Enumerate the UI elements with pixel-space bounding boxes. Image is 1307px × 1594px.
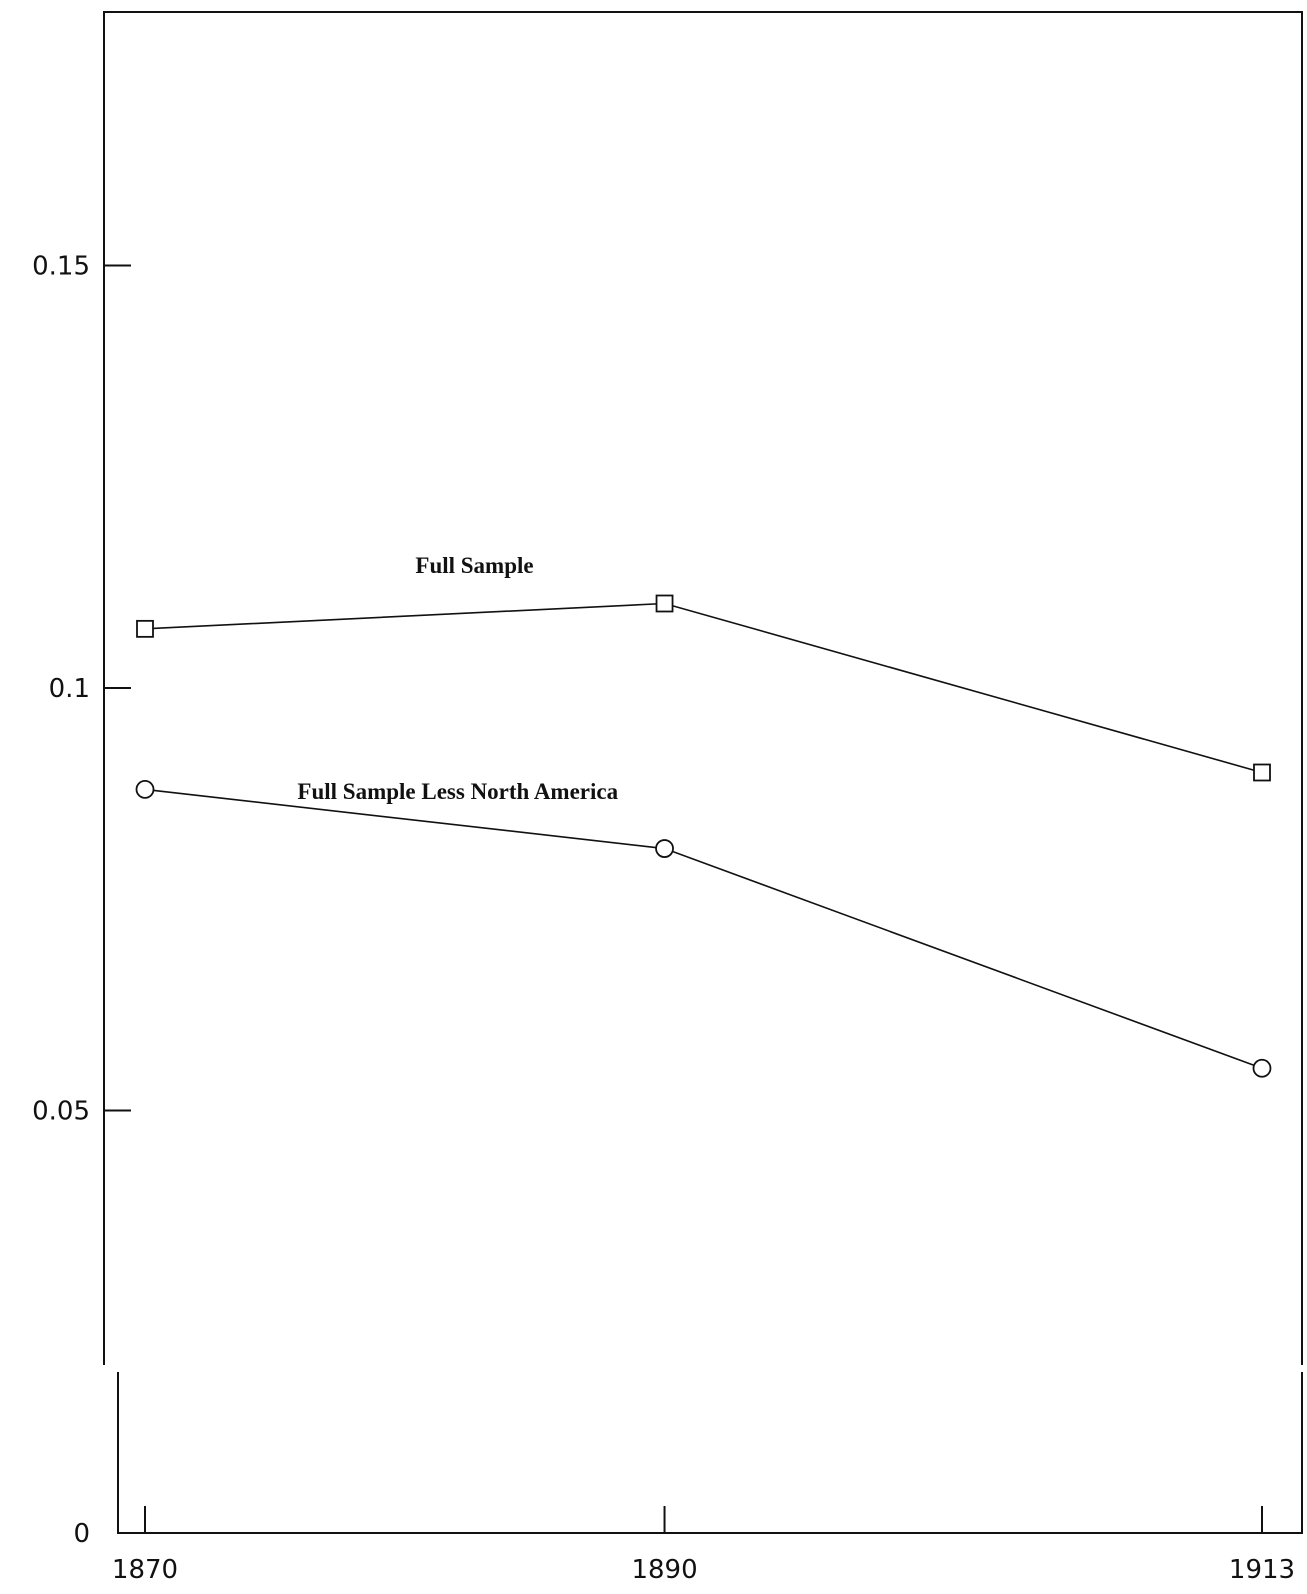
y-axis: 0 0.05 0.1 0.15	[32, 252, 131, 1549]
x-tick-label: 1870	[112, 1555, 178, 1585]
x-tick-label: 1890	[631, 1555, 697, 1585]
series-line	[144, 602, 1263, 774]
x-axis: 1870 1890 1913	[112, 1506, 1295, 1585]
series-line	[144, 788, 1263, 1070]
data-point-circle	[135, 780, 155, 799]
y-tick-label: 0	[73, 1519, 90, 1549]
series-label: Full Sample	[415, 553, 533, 578]
data-point-square	[136, 619, 154, 638]
y-tick-label: 0.15	[32, 252, 90, 282]
data-point-circle	[1252, 1058, 1272, 1078]
series-layer: Full Sample Full Sample Less North Americ…	[135, 553, 1272, 1078]
y-tick-label: 0.05	[32, 1097, 90, 1127]
data-point-square	[1253, 763, 1271, 782]
x-tick-label: 1913	[1229, 1555, 1295, 1585]
plot-frame-lower	[117, 1372, 1303, 1534]
y-tick-label: 0.1	[49, 674, 90, 704]
data-point-square	[655, 594, 674, 613]
series-label: Full Sample Less North America	[297, 779, 618, 804]
data-point-circle	[655, 839, 674, 858]
plot-frame-upper	[103, 11, 1303, 1365]
